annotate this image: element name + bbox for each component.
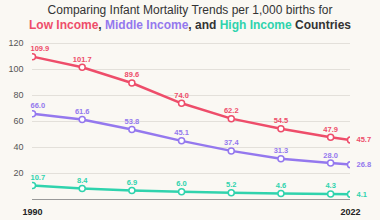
svg-text:26.8: 26.8 [357,160,372,169]
svg-text:120: 120 [8,38,23,48]
svg-text:31.3: 31.3 [274,146,289,155]
svg-text:109.9: 109.9 [31,44,50,53]
svg-text:54.5: 54.5 [274,116,289,125]
html-text:Low Income, Middle Income, and: Low Income, Middle Income, and High Inco… [29,18,351,32]
svg-text:89.6: 89.6 [125,70,140,79]
svg-text:40: 40 [13,142,23,152]
svg-text:10.7: 10.7 [31,173,46,182]
svg-text:60: 60 [13,116,23,126]
svg-text:101.7: 101.7 [73,55,92,64]
html-text:Comparing Infant Mortality Tre: Comparing Infant Mortality Trends per 1,… [47,3,333,17]
svg-text:6.9: 6.9 [127,178,137,187]
svg-text:61.6: 61.6 [75,107,90,116]
svg-text:45.1: 45.1 [174,128,189,137]
svg-text:5.2: 5.2 [226,180,236,189]
svg-text:4.3: 4.3 [325,181,335,190]
svg-text:6.0: 6.0 [176,179,186,188]
svg-text:45.7: 45.7 [357,135,372,144]
svg-text:66.0: 66.0 [31,101,46,110]
svg-text:4.6: 4.6 [276,181,286,190]
svg-text:1990: 1990 [22,207,42,217]
svg-text:2022: 2022 [340,207,360,217]
svg-text:80: 80 [13,90,23,100]
svg-text:37.4: 37.4 [224,138,239,147]
svg-text:53.8: 53.8 [125,117,140,126]
svg-text:20: 20 [13,168,23,178]
svg-text:28.0: 28.0 [323,151,338,160]
svg-text:100: 100 [8,64,23,74]
svg-text:8.4: 8.4 [77,176,88,185]
svg-text:4.1: 4.1 [357,190,367,199]
svg-text:74.0: 74.0 [174,91,189,100]
svg-text:62.2: 62.2 [224,106,239,115]
svg-text:47.9: 47.9 [323,125,338,134]
